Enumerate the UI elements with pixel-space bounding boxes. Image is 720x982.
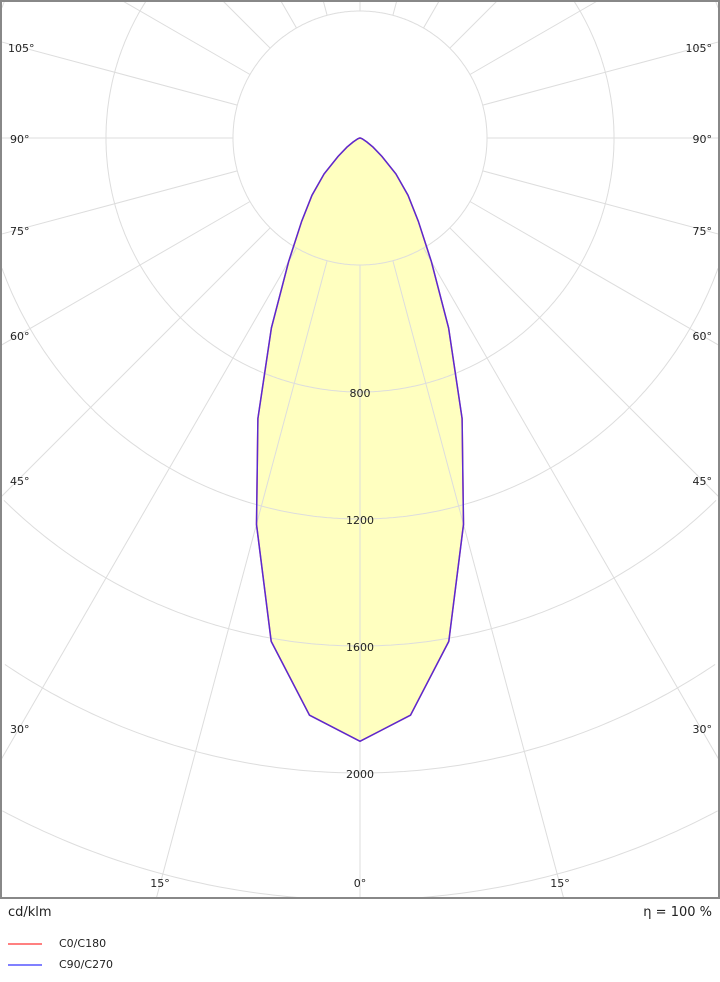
radial-grid-ring xyxy=(3,499,717,647)
angle-label-right: 75° xyxy=(693,225,713,238)
curve-c90-c270 xyxy=(255,137,465,743)
polar-intensity-chart: 800 1200 1600 2000 105° 90° 75° 60° 45° … xyxy=(0,0,720,899)
angle-grid-line xyxy=(0,247,297,761)
chart-frame xyxy=(0,0,720,899)
angle-grid-line xyxy=(392,0,398,16)
radial-tick-label: 1600 xyxy=(346,641,374,654)
radial-grid-ring xyxy=(2,810,718,899)
angle-label-left: 15° xyxy=(150,877,170,890)
legend-label: C0/C180 xyxy=(59,937,107,950)
angle-label-right: 30° xyxy=(693,723,713,736)
angle-label-right: 90° xyxy=(693,133,713,146)
angle-grid-line xyxy=(0,170,238,235)
angle-grid-line xyxy=(280,0,297,29)
angle-label-right: 105° xyxy=(686,42,713,55)
angle-grid-line xyxy=(449,0,498,49)
unit-label: cd/klm xyxy=(8,905,52,920)
angle-grid-line xyxy=(0,227,271,498)
angle-grid-line xyxy=(449,227,720,498)
angle-label-left: 105° xyxy=(8,42,35,55)
angle-label-right: 45° xyxy=(693,475,713,488)
angle-grid-line xyxy=(0,41,238,106)
angle-grid-line xyxy=(0,201,251,346)
angle-label-left: 45° xyxy=(10,475,30,488)
legend-swatch-red xyxy=(8,942,42,945)
legend-item-c90-c270: C90/C270 xyxy=(8,958,113,971)
angle-grid-line xyxy=(392,260,565,899)
legend-item-c0-c180: C0/C180 xyxy=(8,937,106,950)
angle-grid-line xyxy=(423,0,440,29)
angle-grid-line xyxy=(322,0,328,16)
angle-grid-line xyxy=(155,260,328,899)
radial-tick-label: 800 xyxy=(350,387,371,400)
angle-label-left: 75° xyxy=(10,225,30,238)
radial-grid-ring xyxy=(4,663,716,774)
angle-grid-line xyxy=(222,0,271,49)
angle-label-left: 90° xyxy=(10,133,30,146)
angle-label-left: 30° xyxy=(10,723,30,736)
angle-grid-line xyxy=(482,170,720,235)
radial-grid-ring xyxy=(105,1,615,393)
efficiency-label: η = 100 % xyxy=(643,905,712,920)
angle-grid-line xyxy=(423,247,720,761)
angle-grid-line xyxy=(122,0,251,75)
angle-label-left: 60° xyxy=(10,330,30,343)
radial-tick-label: 2000 xyxy=(346,768,374,781)
angle-label-right: 60° xyxy=(693,330,713,343)
angle-grid-line xyxy=(482,41,720,106)
radial-tick-label: 1200 xyxy=(346,514,374,527)
angle-label-bottom: 0° xyxy=(354,877,367,890)
angle-grid-line xyxy=(469,201,720,346)
radial-grid-ring xyxy=(1,1,719,520)
legend-label: C90/C270 xyxy=(59,958,114,971)
legend-swatch-blue xyxy=(8,963,42,966)
angle-grid-line xyxy=(469,0,598,75)
angle-label-right: 15° xyxy=(550,877,570,890)
